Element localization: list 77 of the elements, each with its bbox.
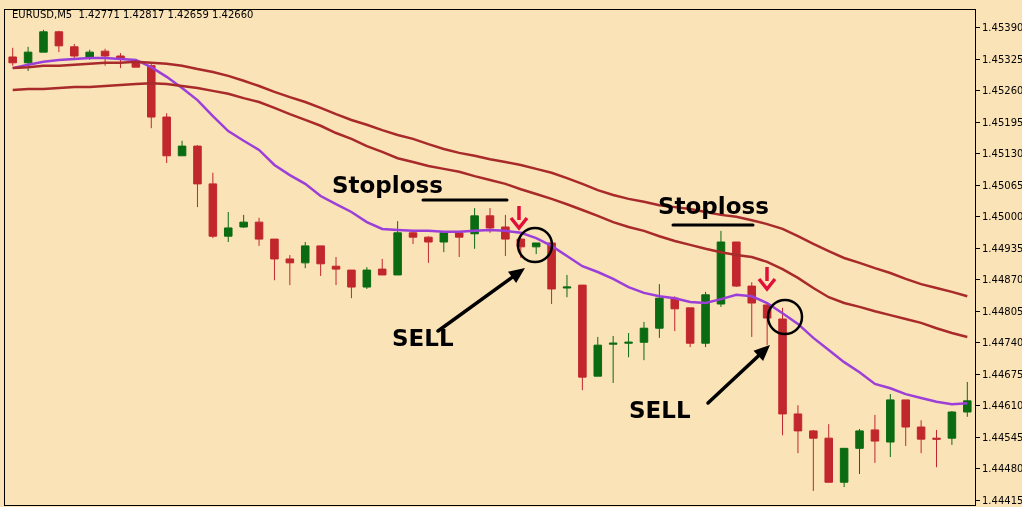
y-tick-label: 1.44740 bbox=[982, 337, 1022, 349]
annotation: SELL bbox=[629, 397, 691, 423]
candlestick bbox=[732, 241, 741, 288]
candlestick bbox=[454, 231, 464, 258]
candlestick bbox=[870, 414, 880, 464]
candlestick bbox=[8, 47, 17, 67]
candlestick bbox=[362, 266, 372, 290]
candlestick bbox=[593, 336, 603, 377]
candlestick bbox=[193, 144, 202, 208]
y-tick-label: 1.45195 bbox=[982, 116, 1022, 128]
y-tick-label: 1.45325 bbox=[982, 53, 1022, 65]
candlestick bbox=[177, 140, 187, 157]
y-tick-label: 1.45260 bbox=[982, 85, 1022, 97]
candlestick bbox=[886, 393, 895, 458]
candlestick bbox=[639, 321, 649, 361]
annotation: Stoploss bbox=[658, 193, 769, 219]
y-tick-label: 1.44415 bbox=[982, 494, 1022, 506]
y-tick-label: 1.44675 bbox=[982, 368, 1022, 380]
candlestick bbox=[408, 231, 418, 245]
candlestick bbox=[485, 207, 495, 234]
candlestick bbox=[578, 284, 587, 391]
candlestick bbox=[100, 48, 110, 67]
y-tick-label: 1.44545 bbox=[982, 431, 1022, 443]
candlestick bbox=[316, 245, 325, 277]
candlestick bbox=[223, 211, 233, 243]
candlestick bbox=[54, 30, 64, 53]
y-tick-label: 1.44935 bbox=[982, 242, 1022, 254]
candlestick bbox=[393, 220, 402, 276]
candlestick bbox=[254, 217, 264, 247]
candlestick bbox=[916, 419, 926, 454]
candlestick bbox=[331, 256, 341, 286]
candlestick bbox=[655, 283, 664, 339]
y-tick-label: 1.45390 bbox=[982, 22, 1022, 34]
candlestick bbox=[147, 63, 156, 129]
candlestick bbox=[70, 43, 79, 59]
y-tick-label: 1.45130 bbox=[982, 148, 1022, 160]
candlestick bbox=[562, 274, 572, 298]
candlestick bbox=[23, 46, 33, 72]
y-tick-label: 1.45000 bbox=[982, 211, 1022, 223]
candlestick bbox=[670, 295, 680, 332]
y-tick-label: 1.44610 bbox=[982, 400, 1022, 412]
candlestick bbox=[208, 172, 218, 239]
y-tick-label: 1.44870 bbox=[982, 274, 1022, 286]
candlestick bbox=[839, 447, 849, 488]
candlestick bbox=[932, 429, 941, 468]
candlestick bbox=[424, 235, 433, 264]
candlestick bbox=[239, 214, 248, 229]
candlestick bbox=[824, 423, 833, 483]
candlestick bbox=[624, 332, 633, 358]
candlestick bbox=[347, 269, 356, 299]
candlestick bbox=[300, 241, 310, 269]
candlestick bbox=[793, 404, 803, 454]
chart-title: EURUSD,M5 1.42771 1.42817 1.42659 1.42660 bbox=[12, 8, 254, 20]
annotation: SELL bbox=[392, 325, 454, 351]
candlestick bbox=[162, 112, 171, 164]
candlestick bbox=[285, 254, 295, 286]
candlestick bbox=[901, 399, 910, 447]
candlestick bbox=[608, 335, 618, 384]
candlestick bbox=[685, 307, 695, 348]
candlestick bbox=[270, 238, 279, 281]
candlestick bbox=[701, 291, 710, 348]
candlestick bbox=[947, 410, 957, 446]
candlestick bbox=[716, 230, 726, 308]
candlestick bbox=[85, 49, 94, 61]
candlestick bbox=[778, 307, 787, 436]
candlestick bbox=[809, 429, 818, 492]
candlestick bbox=[855, 428, 864, 475]
candlestick bbox=[963, 381, 972, 418]
line-series bbox=[11, 60, 969, 298]
y-tick-label: 1.45065 bbox=[982, 179, 1022, 191]
candlestick bbox=[377, 258, 387, 276]
y-tick-label: 1.44480 bbox=[982, 463, 1022, 475]
candlestick bbox=[439, 231, 449, 253]
y-tick-label: 1.44805 bbox=[982, 305, 1022, 317]
candlestick bbox=[531, 242, 541, 255]
candlestick bbox=[39, 29, 48, 53]
annotation: Stoploss bbox=[332, 172, 443, 198]
